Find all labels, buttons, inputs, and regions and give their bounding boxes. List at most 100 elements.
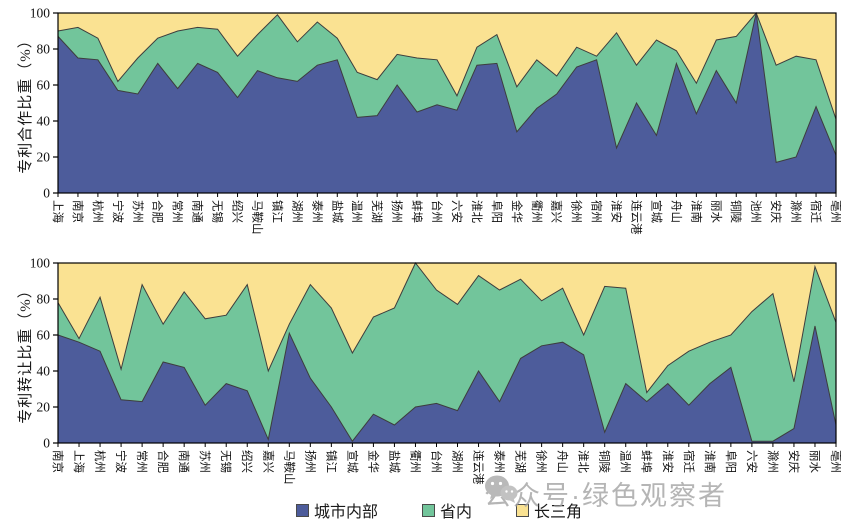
- svg-text:宿迁: 宿迁: [809, 200, 823, 223]
- svg-text:20: 20: [37, 150, 51, 165]
- svg-text:舟山: 舟山: [556, 450, 570, 473]
- svg-text:宣城: 宣城: [345, 450, 359, 473]
- svg-text:淮南: 淮南: [689, 200, 703, 223]
- svg-text:淮安: 淮安: [610, 200, 624, 223]
- svg-text:合肥: 合肥: [151, 200, 165, 223]
- svg-text:宿迁: 宿迁: [682, 450, 696, 473]
- svg-text:衢州: 衢州: [530, 200, 544, 223]
- stacked-areas: [57, 262, 837, 443]
- svg-text:盐城: 盐城: [387, 450, 400, 473]
- svg-text:嘉兴: 嘉兴: [261, 450, 274, 473]
- chart-legend: 城市内部 省内 长三角: [296, 498, 582, 522]
- svg-text:淮南: 淮南: [703, 450, 717, 473]
- svg-text:舟山: 舟山: [669, 200, 683, 223]
- svg-text:金华: 金华: [366, 450, 380, 473]
- svg-text:镇江: 镇江: [270, 200, 284, 223]
- legend-item-delta: 长三角: [516, 498, 582, 522]
- svg-text:无锡: 无锡: [211, 200, 225, 223]
- svg-text:徐州: 徐州: [570, 200, 584, 223]
- svg-text:铜陵: 铜陵: [729, 200, 743, 223]
- svg-text:宿州: 宿州: [590, 200, 604, 223]
- svg-text:40: 40: [37, 114, 51, 129]
- svg-text:嘉兴: 嘉兴: [550, 200, 563, 223]
- legend-item-city-internal: 城市内部: [296, 498, 378, 522]
- legend-swatch-blue-icon: [296, 503, 309, 517]
- svg-text:宁波: 宁波: [111, 200, 125, 223]
- svg-text:60: 60: [37, 328, 51, 343]
- svg-text:常州: 常州: [135, 450, 148, 473]
- svg-text:扬州: 扬州: [390, 200, 404, 223]
- svg-text:马鞍山: 马鞍山: [250, 200, 264, 235]
- svg-text:40: 40: [37, 364, 51, 379]
- svg-text:泰州: 泰州: [310, 200, 324, 223]
- svg-text:镇江: 镇江: [324, 450, 338, 473]
- svg-text:温州: 温州: [350, 200, 364, 223]
- svg-text:丽水: 丽水: [709, 200, 722, 223]
- svg-text:泰州: 泰州: [493, 450, 507, 473]
- svg-text:苏州: 苏州: [198, 450, 211, 473]
- legend-swatch-yellow-icon: [516, 503, 530, 517]
- svg-text:马鞍山: 马鞍山: [282, 450, 296, 485]
- svg-text:金华: 金华: [510, 200, 524, 223]
- svg-text:连云港: 连云港: [472, 450, 486, 485]
- svg-text:阜阳: 阜阳: [724, 450, 737, 473]
- svg-text:亳州: 亳州: [829, 200, 841, 223]
- svg-text:台州: 台州: [430, 200, 444, 223]
- svg-text:无锡: 无锡: [219, 450, 233, 473]
- svg-text:丽水: 丽水: [808, 450, 821, 473]
- svg-text:杭州: 杭州: [91, 200, 105, 223]
- svg-text:六安: 六安: [450, 200, 464, 223]
- svg-text:0: 0: [43, 186, 50, 201]
- legend-label: 省内: [440, 504, 473, 521]
- legend-label: 长三角: [534, 504, 583, 521]
- svg-text:南京: 南京: [71, 200, 85, 223]
- svg-text:绍兴: 绍兴: [231, 200, 245, 223]
- svg-text:南通: 南通: [191, 200, 205, 223]
- svg-text:安庆: 安庆: [769, 200, 783, 223]
- svg-text:亳州: 亳州: [829, 450, 841, 473]
- svg-text:温州: 温州: [619, 450, 633, 473]
- svg-text:连云港: 连云港: [629, 200, 643, 235]
- svg-text:合肥: 合肥: [156, 450, 170, 473]
- svg-text:盐城: 盐城: [330, 200, 343, 223]
- legend-label: 城市内部: [314, 504, 379, 521]
- svg-text:宁波: 宁波: [114, 450, 128, 473]
- svg-text:阜阳: 阜阳: [490, 200, 503, 223]
- svg-text:芜湖: 芜湖: [370, 200, 384, 223]
- svg-text:衢州: 衢州: [408, 450, 422, 473]
- svg-text:60: 60: [37, 78, 51, 93]
- svg-text:扬州: 扬州: [303, 450, 317, 473]
- svg-text:100: 100: [30, 6, 51, 21]
- svg-text:100: 100: [30, 256, 51, 271]
- svg-text:南京: 南京: [51, 450, 65, 473]
- svg-text:上海: 上海: [51, 200, 65, 223]
- svg-text:淮北: 淮北: [470, 200, 483, 223]
- svg-text:上海: 上海: [72, 450, 86, 473]
- legend-item-province: 省内: [422, 498, 472, 522]
- svg-text:芜湖: 芜湖: [514, 450, 528, 473]
- stacked-area-chart-cooperation: 0 20 40 60 80 100 上海 南京 杭州 宁波 苏州 合肥 常州 南通 无锡 绍兴 马鞍山 镇江 湖州泰…: [30, 6, 841, 235]
- y-axis-ticks-and-labels: 0 20 40 60 80 100: [30, 256, 58, 451]
- svg-text:20: 20: [37, 400, 51, 415]
- svg-text:淮安: 淮安: [661, 450, 675, 473]
- svg-text:滁州: 滁州: [766, 450, 780, 473]
- axes: [57, 12, 837, 194]
- svg-text:池州: 池州: [749, 200, 762, 223]
- axes: [57, 262, 837, 444]
- svg-text:六安: 六安: [745, 450, 759, 473]
- svg-text:常州: 常州: [171, 200, 184, 223]
- svg-text:淮北: 淮北: [577, 450, 590, 473]
- svg-text:宣城: 宣城: [649, 200, 663, 223]
- svg-text:0: 0: [43, 436, 50, 451]
- svg-text:台州: 台州: [429, 450, 443, 473]
- svg-text:铜陵: 铜陵: [598, 450, 612, 473]
- svg-text:湖州: 湖州: [450, 450, 464, 473]
- svg-text:南通: 南通: [177, 450, 191, 473]
- svg-text:湖州: 湖州: [290, 200, 304, 223]
- svg-text:蚌埠: 蚌埠: [410, 200, 424, 223]
- svg-text:80: 80: [37, 42, 51, 57]
- svg-text:蚌埠: 蚌埠: [640, 450, 654, 473]
- legend-swatch-green-icon: [422, 503, 436, 517]
- x-axis-city-labels: 南京 上海 杭州 宁波 常州 合肥 南通 苏州 无锡 绍兴 嘉兴 马鞍山 扬州 镇江 宣城 金华 盐城 衢州 台州湖…: [51, 443, 841, 485]
